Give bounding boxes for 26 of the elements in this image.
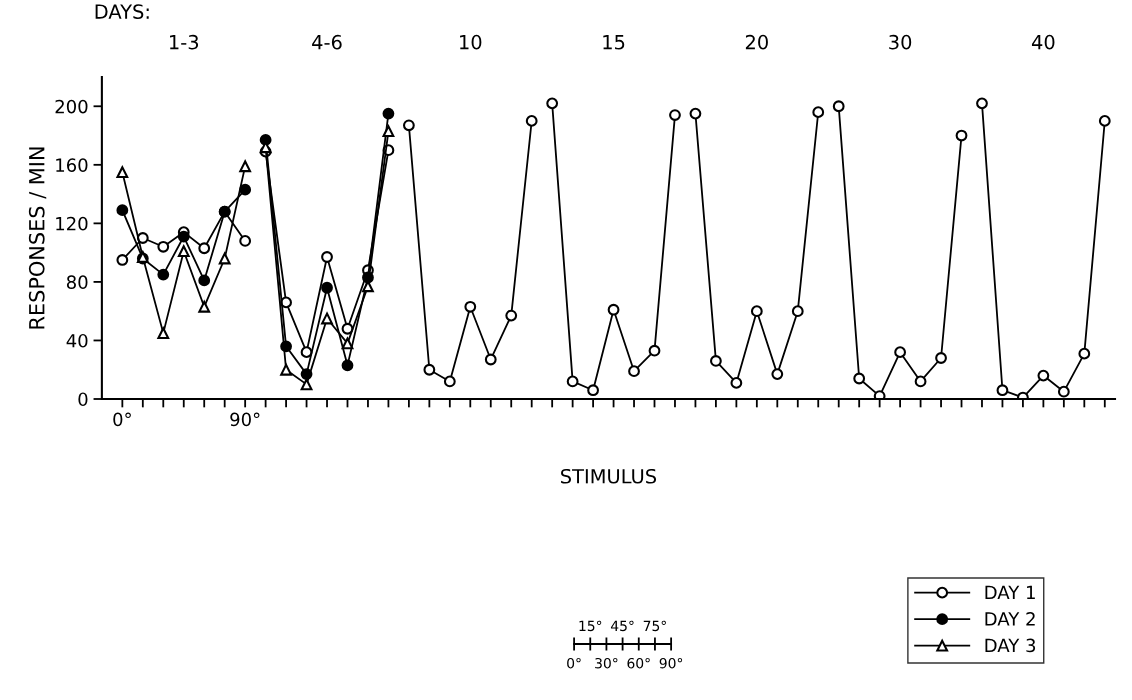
text: 45° — [610, 620, 634, 632]
y-tick-label: 160 — [56, 158, 88, 172]
text: 30 — [889, 34, 912, 50]
text: 15 — [603, 35, 625, 50]
text: 15° — [579, 620, 602, 632]
legend-label: DAY 2 — [985, 612, 1035, 626]
text: DAYS: — [95, 4, 149, 19]
text: 75° — [643, 620, 666, 632]
text: 10 — [460, 34, 482, 50]
legend-label: DAY 3 — [985, 638, 1036, 653]
text: 60° — [627, 657, 650, 669]
y-tick-label: 40 — [66, 333, 88, 348]
text: 1-3 — [170, 34, 199, 50]
y-tick-label: 80 — [66, 275, 88, 290]
text: 20 — [745, 34, 768, 50]
text: 0° — [567, 657, 581, 669]
y-axis-title: RESPONSES / MIN — [28, 147, 47, 329]
x-axis-title: STIMULUS — [561, 468, 657, 484]
y-tick-label: 120 — [56, 216, 88, 231]
text: 40 — [1031, 34, 1055, 50]
legend-label: DAY 1 — [985, 585, 1035, 599]
text: 90° — [659, 657, 683, 669]
y-tick-label: 200 — [55, 99, 88, 114]
text: 30° — [595, 657, 618, 669]
y-tick-label: 0 — [78, 392, 88, 407]
text: 4-6 — [312, 34, 342, 50]
